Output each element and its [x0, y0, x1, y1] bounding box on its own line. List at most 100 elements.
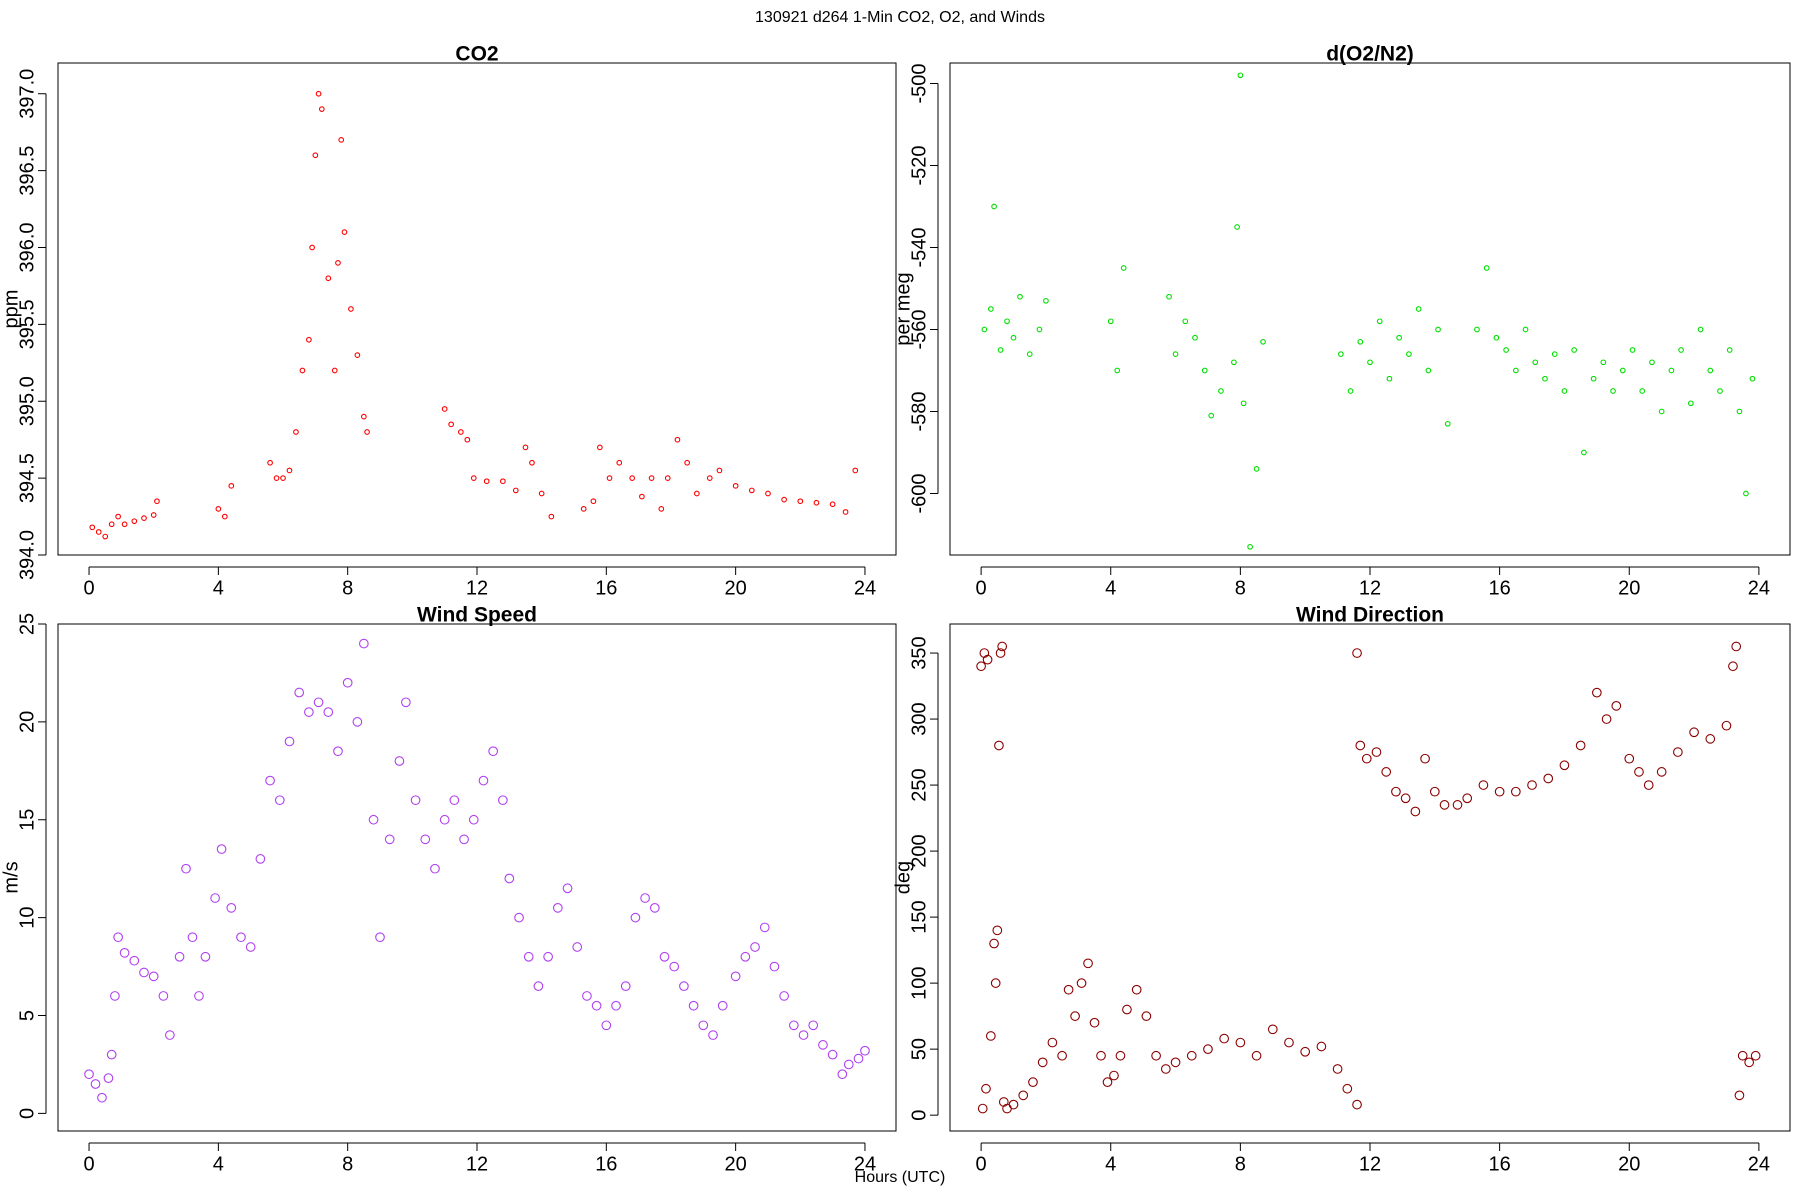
data-point — [331, 367, 338, 374]
data-point — [312, 152, 319, 159]
data-point — [1527, 780, 1537, 790]
data-point — [470, 475, 477, 481]
data-point — [982, 654, 993, 665]
data-point — [639, 493, 645, 500]
data-point — [1208, 412, 1215, 419]
data-point — [629, 475, 636, 481]
data-point — [1347, 388, 1354, 394]
data-point — [829, 501, 836, 508]
data-point — [1172, 351, 1179, 357]
data-point — [1160, 1064, 1171, 1074]
data-point — [216, 844, 227, 854]
data-point — [797, 498, 804, 505]
panel-title: Wind Direction — [1296, 604, 1444, 627]
data-point — [384, 834, 395, 845]
y-tick-label: 15 — [16, 809, 38, 831]
data-point — [514, 912, 524, 923]
data-point — [1551, 351, 1558, 357]
data-point — [597, 444, 603, 451]
data-point — [1452, 800, 1463, 810]
data-point — [1629, 347, 1636, 353]
data-point — [659, 951, 670, 962]
data-point — [853, 1053, 864, 1064]
data-point — [1186, 1050, 1197, 1061]
data-point — [1726, 347, 1733, 353]
data-point — [315, 90, 322, 97]
x-tick-label: 0 — [83, 1153, 94, 1175]
data-point — [994, 740, 1004, 751]
y-tick-label: -580 — [908, 391, 930, 431]
figure-title: 130921 d264 1-Min CO2, O2, and Winds — [755, 9, 1045, 26]
data-point — [1342, 1083, 1353, 1094]
data-point — [750, 942, 760, 952]
x-tick-label: 4 — [213, 1153, 224, 1175]
data-point — [1737, 1050, 1748, 1061]
data-point — [306, 336, 312, 343]
data-point — [1494, 786, 1505, 797]
data-point — [1096, 1050, 1106, 1061]
data-point — [1141, 1011, 1152, 1021]
data-point — [1037, 1057, 1048, 1068]
data-point — [1267, 1024, 1278, 1035]
x-tick-label: 8 — [342, 1153, 353, 1175]
data-point — [139, 967, 149, 978]
data-point — [997, 347, 1004, 353]
y-tick-label: 396.0 — [16, 222, 38, 272]
data-point — [1743, 490, 1749, 497]
x-tick-label: 8 — [342, 577, 353, 599]
data-point — [1678, 347, 1684, 353]
data-point — [769, 961, 780, 972]
data-point — [323, 707, 334, 717]
data-point — [649, 902, 660, 913]
x-tick-label: 12 — [466, 1153, 488, 1175]
data-point — [1201, 367, 1208, 374]
data-point — [439, 814, 450, 825]
data-point — [1483, 265, 1490, 271]
data-point — [990, 978, 1001, 988]
data-point — [1410, 806, 1421, 817]
data-point — [981, 326, 988, 333]
data-point — [1396, 334, 1403, 341]
data-point — [483, 478, 490, 485]
data-point — [1658, 408, 1665, 415]
data-point — [616, 459, 623, 466]
x-tick-label: 20 — [725, 577, 747, 599]
data-point — [620, 981, 631, 991]
data-point — [1352, 648, 1362, 658]
data-point — [478, 775, 489, 786]
data-point — [430, 863, 440, 874]
data-point — [95, 529, 102, 535]
y-tick-label: -600 — [908, 473, 930, 513]
data-point — [113, 932, 123, 943]
data-point — [500, 478, 506, 485]
data-point — [779, 991, 789, 1001]
data-point — [1036, 326, 1043, 333]
data-point — [410, 795, 421, 806]
data-point — [523, 951, 534, 962]
data-point — [572, 942, 583, 952]
data-point — [852, 467, 859, 474]
data-point — [488, 746, 499, 757]
data-point — [1749, 375, 1756, 382]
data-point — [498, 795, 508, 806]
plot-frame — [949, 623, 1791, 1132]
data-point — [1115, 1050, 1126, 1061]
data-point — [1166, 293, 1172, 300]
x-tick-label: 16 — [1489, 577, 1511, 599]
data-point — [1532, 359, 1539, 366]
data-point — [1131, 984, 1142, 995]
data-point — [1316, 1041, 1327, 1052]
data-point — [1705, 734, 1716, 744]
data-point — [1673, 747, 1683, 757]
data-point — [543, 951, 553, 962]
data-point — [1736, 408, 1743, 415]
data-point — [601, 1020, 612, 1031]
data-point — [562, 883, 573, 894]
data-point — [1114, 367, 1121, 374]
data-point — [1522, 326, 1529, 333]
data-point — [1592, 687, 1602, 698]
data-point — [221, 513, 228, 520]
x-tick-label: 4 — [1105, 1153, 1116, 1175]
y-tick-label: 394.5 — [16, 453, 38, 503]
